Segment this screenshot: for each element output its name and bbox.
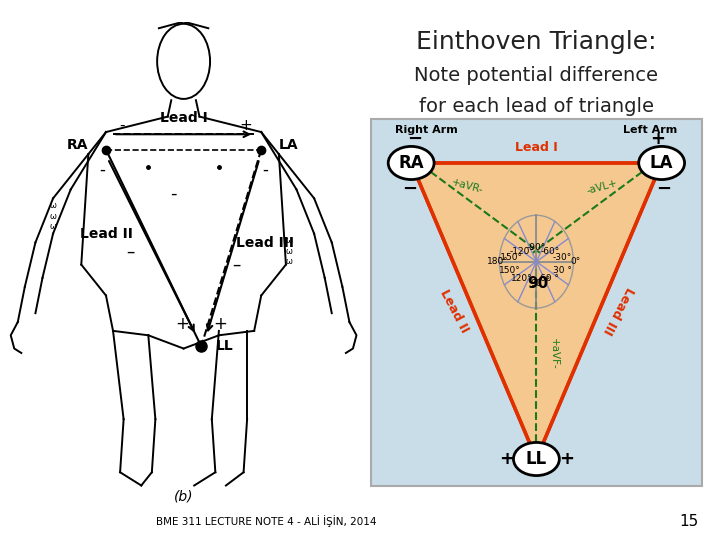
Ellipse shape bbox=[513, 442, 559, 476]
Text: ω
ω
ω: ω ω ω bbox=[50, 201, 57, 231]
Text: Lead I: Lead I bbox=[160, 111, 207, 125]
Text: -: - bbox=[99, 160, 105, 179]
Text: Lead II: Lead II bbox=[79, 227, 132, 241]
Text: Einthoven Triangle:: Einthoven Triangle: bbox=[416, 30, 657, 55]
Text: -: - bbox=[170, 185, 176, 203]
Text: +: + bbox=[214, 315, 228, 333]
Text: –: – bbox=[127, 242, 135, 260]
Text: BME 311 LECTURE NOTE 4 - ALİ İŞİN, 2014: BME 311 LECTURE NOTE 4 - ALİ İŞİN, 2014 bbox=[156, 515, 377, 527]
Text: 120°: 120° bbox=[510, 274, 532, 283]
Text: Lead III: Lead III bbox=[235, 235, 294, 249]
Text: -120°: -120° bbox=[509, 247, 534, 256]
Text: 90: 90 bbox=[531, 279, 542, 288]
Text: 150°: 150° bbox=[499, 266, 521, 275]
Text: LA: LA bbox=[650, 154, 673, 172]
Text: -: - bbox=[119, 118, 125, 133]
Text: –: – bbox=[233, 255, 240, 274]
Text: °: ° bbox=[546, 276, 550, 285]
Ellipse shape bbox=[388, 146, 434, 180]
Text: RA: RA bbox=[67, 138, 89, 152]
Text: ω
ω
ω: ω ω ω bbox=[286, 237, 293, 266]
Text: -60°: -60° bbox=[540, 247, 559, 256]
Text: Lead I: Lead I bbox=[515, 141, 558, 154]
Text: 15: 15 bbox=[679, 514, 698, 529]
Text: −: − bbox=[402, 180, 417, 198]
Text: Lead II: Lead II bbox=[438, 287, 471, 335]
Text: Note potential difference: Note potential difference bbox=[415, 66, 658, 85]
Text: LA: LA bbox=[279, 138, 299, 152]
Text: Right Arm: Right Arm bbox=[395, 125, 458, 135]
Text: Left Arm: Left Arm bbox=[624, 125, 678, 135]
Text: 90: 90 bbox=[528, 276, 549, 291]
Text: +: + bbox=[651, 130, 665, 147]
Text: −: − bbox=[407, 130, 422, 147]
Text: -aVL+: -aVL+ bbox=[585, 178, 618, 196]
Text: 60 °: 60 ° bbox=[541, 273, 559, 282]
Text: +: + bbox=[559, 450, 574, 468]
Text: −: − bbox=[656, 180, 671, 198]
Text: +: + bbox=[239, 118, 252, 133]
Text: -: - bbox=[262, 160, 268, 179]
Text: +: + bbox=[175, 315, 189, 333]
Text: 180°: 180° bbox=[487, 257, 508, 266]
Text: -150°: -150° bbox=[498, 253, 523, 262]
Text: 30 °: 30 ° bbox=[554, 266, 572, 275]
Text: -90°: -90° bbox=[527, 243, 546, 252]
Text: -30°: -30° bbox=[552, 253, 572, 262]
Text: +aVF-: +aVF- bbox=[549, 338, 559, 369]
Ellipse shape bbox=[639, 146, 685, 180]
Text: 0°: 0° bbox=[570, 257, 580, 266]
Text: LL: LL bbox=[526, 450, 547, 468]
Text: Lead III: Lead III bbox=[600, 285, 636, 337]
Polygon shape bbox=[411, 163, 662, 459]
Text: +aVR-: +aVR- bbox=[451, 177, 485, 195]
Text: (b): (b) bbox=[174, 489, 194, 503]
FancyBboxPatch shape bbox=[371, 119, 702, 485]
Text: LL: LL bbox=[215, 339, 233, 353]
Text: +: + bbox=[499, 450, 514, 468]
Text: RA: RA bbox=[398, 154, 424, 172]
Text: for each lead of triangle: for each lead of triangle bbox=[419, 97, 654, 116]
